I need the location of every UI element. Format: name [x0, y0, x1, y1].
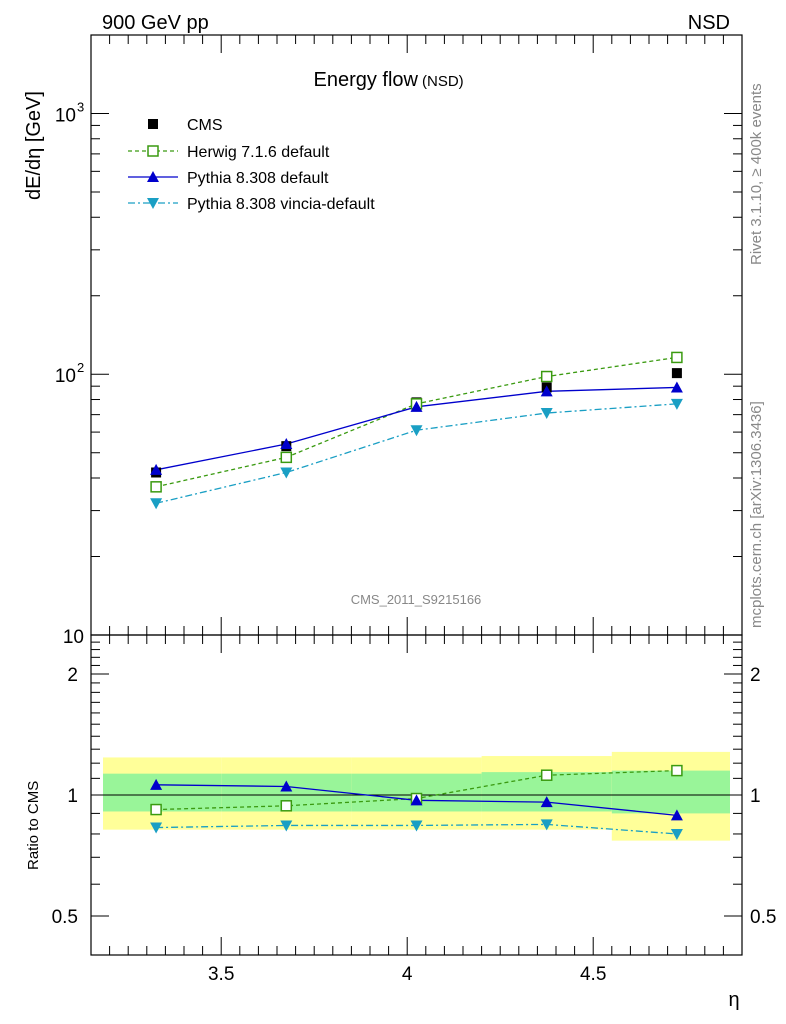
point-pythia-8-308-default [670, 381, 683, 393]
main-y-tick-label: 10 [55, 366, 76, 387]
main-y-tick-label-exponent: 3 [77, 99, 84, 114]
point-herwig-7-1-6-default [150, 481, 162, 493]
ratio-plot-data [150, 764, 683, 840]
legend-entry-label: Pythia 8.308 default [187, 170, 329, 187]
ratio-y-tick-label-left: 0.5 [52, 907, 78, 928]
ratio-point-pythia-8-308-vincia-default [410, 820, 423, 832]
legend-entry-label: Pythia 8.308 vincia-default [187, 196, 375, 213]
main-y-tick-label: 10 [63, 627, 84, 648]
ratio-point-pythia-8-308-default [410, 794, 423, 806]
ratio-point-herwig-7-1-6-default [150, 803, 162, 816]
ratio-point-pythia-8-308-default [670, 809, 683, 821]
header-left: 900 GeV pp [102, 12, 209, 34]
ratio-y-tick-label-left: 1 [67, 786, 78, 807]
point-pythia-8-308-default [280, 438, 293, 450]
ratio-point-pythia-8-308-default [540, 796, 553, 808]
legend: CMS Herwig 7.1.6 default Pythia 8.308 defa… [128, 117, 375, 213]
main-plot-data [150, 351, 683, 510]
x-tick-label: 4 [402, 964, 413, 985]
point-herwig-7-1-6-default [280, 451, 293, 464]
ratio-plot-ticks: 0.5 0.5 1 1 2 2 3.5 4 4.5 [52, 634, 776, 985]
point-herwig-7-1-6-default [671, 351, 683, 364]
legend-marker [147, 171, 159, 182]
series-line-herwig-7-1-6-default [155, 356, 677, 488]
ratio-point-herwig-7-1-6-default [671, 764, 683, 777]
legend-entry-label: CMS [187, 117, 223, 134]
ratio-point-herwig-7-1-6-default [280, 800, 293, 812]
ratio-point-pythia-8-308-vincia-default [540, 819, 553, 831]
ratio-point-pythia-8-308-vincia-default [670, 828, 683, 840]
side-label-mcplots: mcplots.cern.ch [arXiv:1306.3436] [748, 401, 765, 628]
ratio-y-tick-label-right: 1 [750, 786, 761, 807]
point-pythia-8-308-default [150, 463, 163, 475]
ratio-y-tick-label-right: 2 [750, 665, 761, 686]
ratio-y-tick-label-right: 0.5 [750, 907, 776, 928]
ratio-y-tick-label-left: 2 [67, 665, 78, 686]
point-pythia-8-308-vincia-default [410, 425, 423, 437]
point-pythia-8-308-default [410, 400, 423, 412]
legend-marker [147, 145, 159, 157]
main-y-tick-label-exponent: 2 [77, 360, 84, 375]
ratio-point-pythia-8-308-vincia-default [150, 822, 163, 834]
legend-marker [148, 119, 158, 129]
legend-marker [147, 198, 159, 209]
x-axis-label: η [728, 989, 739, 1011]
x-tick-label: 4.5 [580, 964, 606, 985]
point-herwig-7-1-6-default [540, 370, 553, 383]
point-cms [671, 368, 682, 379]
ratio-band-inner [103, 773, 222, 812]
ratio-band-inner [351, 773, 482, 812]
ratio-y-axis-label: Ratio to CMS [25, 781, 42, 870]
ratio-point-pythia-8-308-vincia-default [280, 820, 293, 832]
main-y-tick-label: 10 [55, 105, 76, 126]
chart-title-suffix: (NSD) [422, 73, 464, 90]
main-y-axis-label: dE/dη [GeV] [23, 91, 45, 200]
ratio-plot-frame [90, 634, 743, 956]
side-label-rivet: Rivet 3.1.10, ≥ 400k events [748, 83, 765, 265]
ratio-point-herwig-7-1-6-default [540, 769, 553, 781]
ratio-bands [91, 751, 742, 841]
header-right: NSD [688, 12, 730, 34]
point-pythia-8-308-vincia-default [670, 398, 683, 410]
legend-entry-label: Herwig 7.1.6 default [187, 144, 330, 161]
ratio-point-pythia-8-308-default [150, 778, 163, 790]
chart-title: Energy flow [314, 69, 419, 91]
point-pythia-8-308-vincia-default [150, 498, 163, 510]
ratio-band-inner [611, 770, 730, 814]
x-tick-label: 3.5 [208, 964, 234, 985]
point-pythia-8-308-vincia-default [540, 408, 553, 420]
ratio-point-pythia-8-308-default [280, 780, 293, 792]
point-pythia-8-308-default [540, 385, 553, 397]
analysis-watermark: CMS_2011_S9215166 [351, 592, 482, 607]
series-line-pythia-8-308-vincia-default [155, 403, 677, 504]
point-pythia-8-308-vincia-default [280, 467, 293, 479]
